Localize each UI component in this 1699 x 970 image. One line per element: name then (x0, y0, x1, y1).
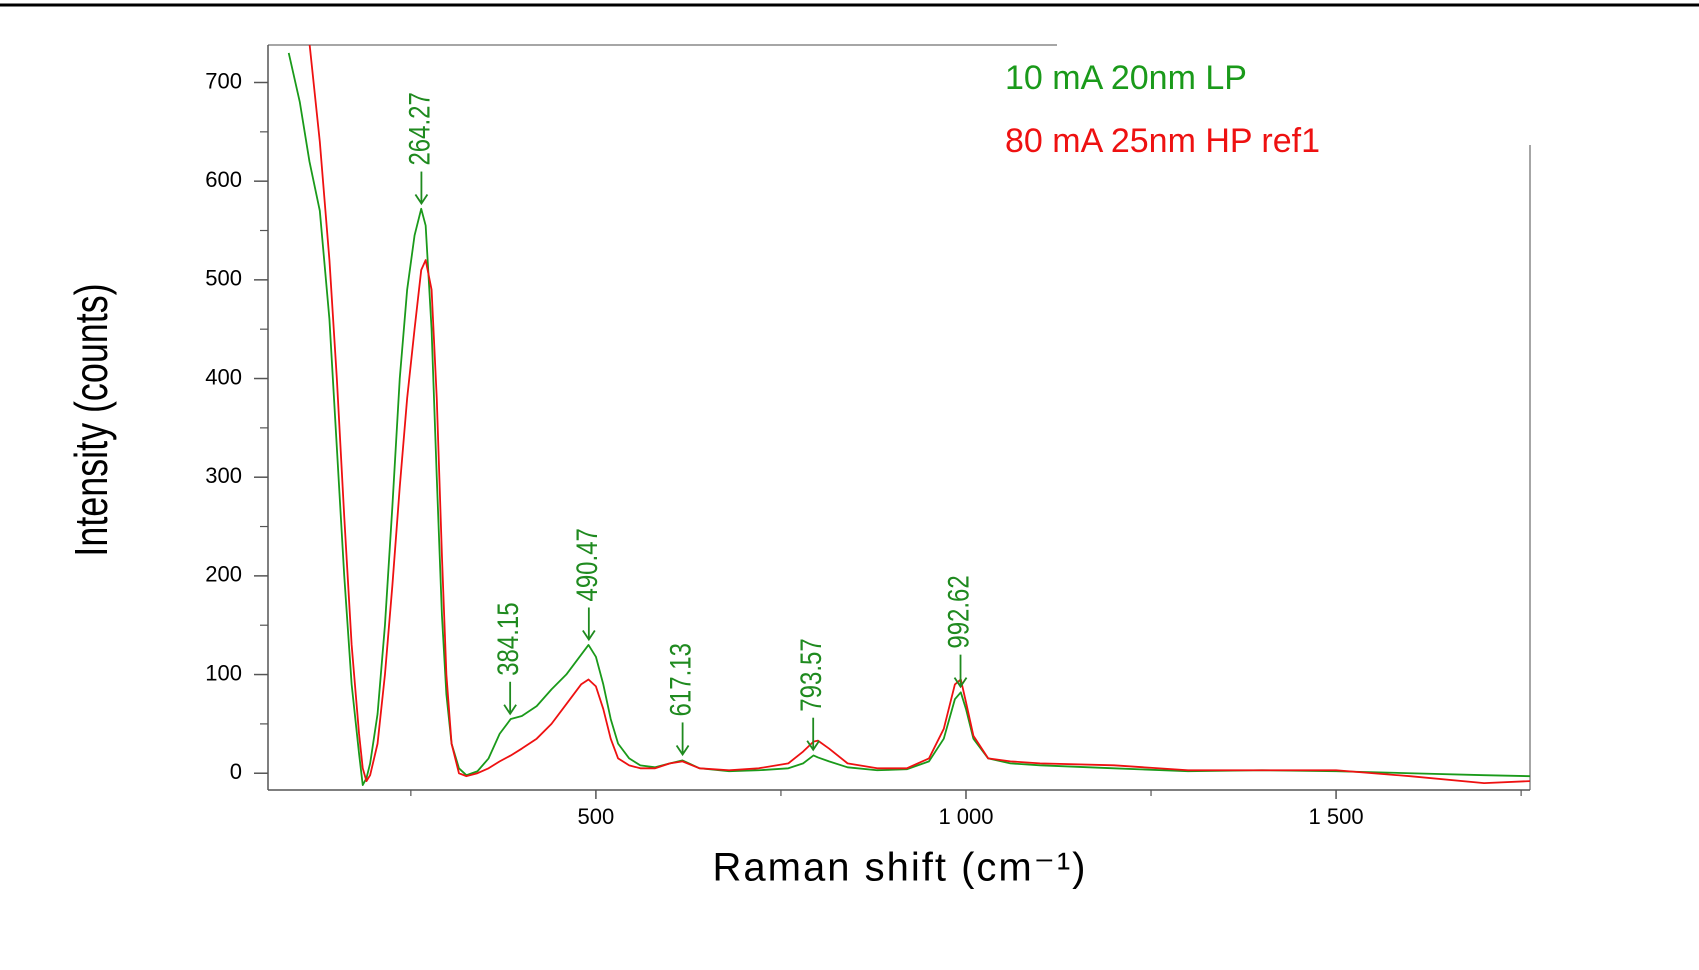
peak-arrowhead (675, 744, 690, 757)
y-tick-label: 400 (205, 364, 242, 389)
y-tick-label: 0 (230, 759, 242, 784)
peak-label: 617.13 (663, 643, 697, 716)
peak-arrowhead (582, 630, 596, 642)
x-tick-label: 500 (578, 804, 615, 829)
y-tick-label: 600 (205, 167, 242, 192)
y-tick-label: 200 (205, 562, 242, 587)
plot-area (287, 45, 1530, 786)
y-tick-label: 100 (205, 660, 242, 685)
y-axis-title: Intensity (counts) (66, 283, 117, 556)
legend-label: 10 mA 20nm LP (1005, 59, 1247, 97)
series-line (308, 45, 1530, 784)
peak-label: 992.62 (941, 575, 975, 648)
peak-arrowhead (806, 740, 820, 752)
peak-label: 490.47 (569, 528, 603, 601)
peak-arrowhead (414, 194, 429, 206)
peak-label: 264.27 (402, 92, 436, 165)
x-tick-label: 1 500 (1309, 804, 1364, 829)
x-axis-title: Raman shift (cm⁻¹) (713, 846, 1088, 890)
peak-arrowhead (953, 677, 968, 689)
y-tick-label: 300 (205, 463, 242, 488)
x-tick-label: 1 000 (938, 804, 993, 829)
y-tick-label: 700 (205, 68, 242, 93)
y-tick-label: 500 (205, 266, 242, 291)
series-line (287, 52, 1530, 786)
peak-arrowhead (503, 704, 517, 716)
legend-label: 80 mA 25nm HP ref1 (1005, 122, 1320, 160)
peak-label: 384.15 (490, 602, 524, 675)
peak-label: 793.57 (794, 638, 828, 711)
